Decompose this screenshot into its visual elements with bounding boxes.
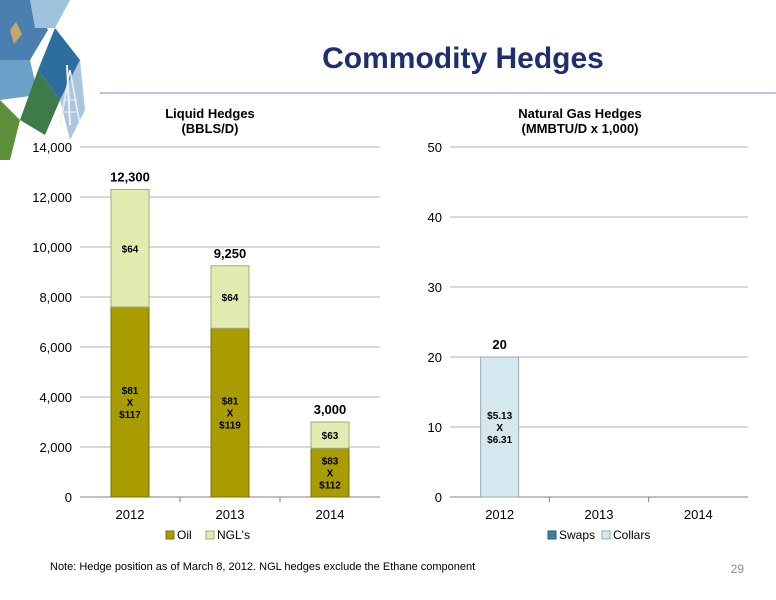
liquid-total-label: 9,250 (214, 246, 247, 261)
liquid-bar-value-label: $112 (319, 481, 341, 492)
company-logo-mosaic (0, 0, 85, 160)
liquid-bar-ngls-2014 (310, 421, 350, 449)
title-divider (100, 92, 776, 94)
page-number: 29 (730, 562, 744, 576)
liquid-x-tick-label: 2012 (116, 507, 145, 522)
liquid-x-tick-label: 2014 (316, 507, 345, 522)
liquid-legend-label: Oil (177, 528, 192, 542)
gas-y-tick-label: 30 (428, 280, 442, 295)
liquid-y-tick-label: 2,000 (39, 440, 72, 455)
natural-gas-hedges-chart-title: Natural Gas Hedges (MMBTU/D x 1,000) (490, 106, 670, 136)
gas-y-tick-label: 10 (428, 420, 442, 435)
gas-y-tick-label: 20 (428, 350, 442, 365)
gas-y-tick-label: 40 (428, 210, 442, 225)
liquid-bar-ngls-2013 (210, 265, 250, 329)
liquid-legend-swatch (165, 530, 175, 540)
footnote: Note: Hedge position as of March 8, 2012… (50, 561, 476, 573)
liquid-bar-value-label: $81 (222, 397, 239, 408)
gas-x-tick-label: 2012 (485, 507, 514, 522)
natural-gas-hedges-chart: 0 10 20 30 40 50 $5.13X$6.31 20 2012 2013 2014 Swap… (428, 140, 748, 542)
liquid-bar-value-label: $64 (122, 244, 139, 255)
gas-y-tick-label: 0 (435, 490, 442, 505)
natural-gas-title-line-2: (MMBTU/D x 1,000) (521, 121, 639, 136)
natural-gas-title-line-1: Natural Gas Hedges (518, 106, 642, 121)
liquid-x-tick-label: 2013 (216, 507, 245, 522)
gas-bar-value-label: $6.31 (487, 435, 512, 446)
liquid-hedges-chart-title: Liquid Hedges (BBLS/D) (130, 106, 290, 136)
liquid-bar-value-label: X (127, 398, 134, 409)
liquid-bar-oil-2012 (110, 306, 150, 498)
liquid-y-tick-label: 12,000 (32, 190, 72, 205)
liquid-y-tick-label: 14,000 (32, 140, 72, 155)
liquid-y-tick-label: 8,000 (39, 290, 72, 305)
liquid-y-tick-label: 10,000 (32, 240, 72, 255)
gas-legend-swatch (547, 530, 557, 540)
liquid-bar-oil-2014 (310, 447, 350, 498)
gas-y-tick-label: 50 (428, 140, 442, 155)
liquid-legend-swatch (205, 530, 215, 540)
liquid-bar-value-label: $64 (222, 293, 239, 304)
gas-bar-value-label: X (496, 423, 503, 434)
liquid-hedges-chart: 0 2,000 4,000 6,000 8,000 10,000 12,000 14,000 $… (32, 140, 380, 542)
liquid-bar-value-label: $81 (122, 386, 139, 397)
gas-x-tick-label: 2014 (684, 507, 713, 522)
liquid-total-label: 3,000 (314, 402, 347, 417)
gas-bar-value-label: $5.13 (487, 411, 512, 422)
gas-total-label: 20 (492, 337, 506, 352)
gas-bar-collars-2012 (480, 356, 520, 498)
liquid-y-tick-label: 0 (65, 490, 72, 505)
liquid-bar-value-label: $119 (219, 421, 241, 432)
gas-legend-swatch (601, 530, 611, 540)
liquid-bar-value-label: X (227, 409, 234, 420)
liquid-bar-oil-2013 (210, 327, 250, 498)
liquid-bar-value-label: X (327, 469, 334, 480)
liquid-y-tick-label: 4,000 (39, 390, 72, 405)
liquid-bar-value-label: $117 (119, 410, 141, 421)
liquid-legend-label: NGL's (217, 528, 250, 542)
liquid-bar-ngls-2012 (110, 189, 150, 308)
page-title: Commodity Hedges (322, 42, 604, 75)
gas-x-tick-label: 2013 (585, 507, 614, 522)
liquid-y-tick-label: 6,000 (39, 340, 72, 355)
liquid-hedges-title-line-1: Liquid Hedges (165, 106, 255, 121)
liquid-hedges-title-line-2: (BBLS/D) (181, 121, 239, 136)
gas-legend-label: Swaps (559, 528, 595, 542)
gas-legend-label: Collars (613, 528, 650, 542)
liquid-bar-value-label: $83 (322, 457, 339, 468)
liquid-total-label: 12,300 (110, 170, 150, 185)
liquid-bar-value-label: $63 (322, 431, 339, 442)
